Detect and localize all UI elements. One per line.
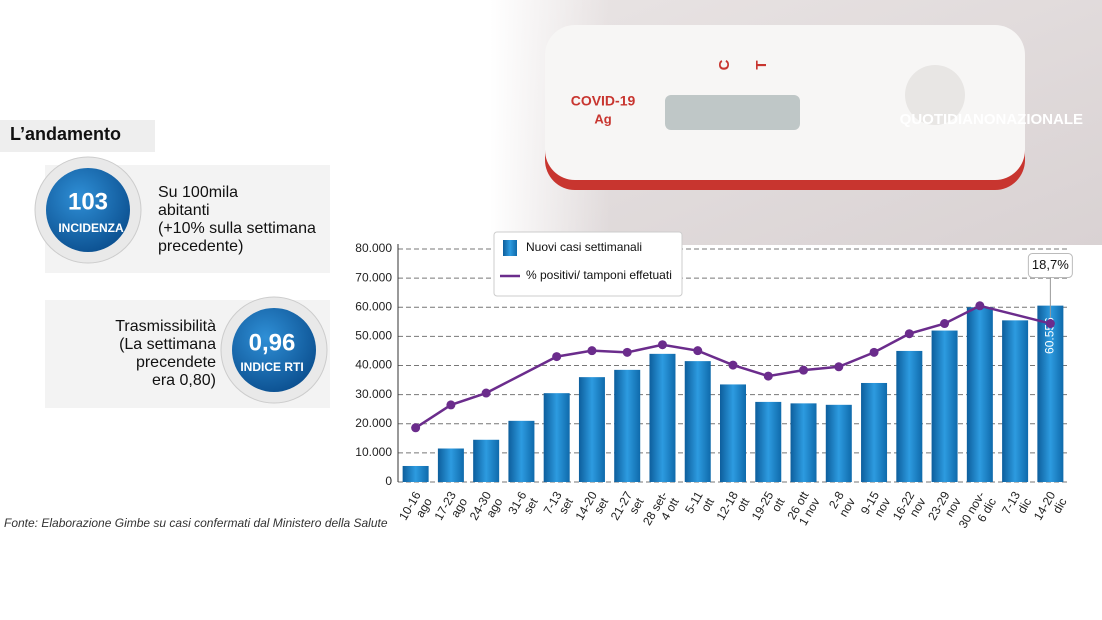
line-point xyxy=(657,340,667,350)
x-tick-label: 21-27set xyxy=(608,489,647,530)
bar xyxy=(614,369,641,482)
x-tick-label: 30 nov-6 dic xyxy=(956,489,999,537)
bar xyxy=(931,330,958,482)
incidence-text: precedente) xyxy=(158,238,243,255)
x-tick-label: 12-18ott xyxy=(714,489,753,530)
incidence-text: abitanti xyxy=(158,202,210,219)
legend-label: % positivi/ tamponi effetuati xyxy=(526,268,672,282)
line-point xyxy=(975,301,985,311)
rt-text: precendete xyxy=(136,354,216,371)
x-tick-label: 14-20dic xyxy=(1031,489,1070,529)
x-tick-label: 5-11ott xyxy=(682,489,717,523)
x-tick-label: 10-16ago xyxy=(396,489,435,529)
line-point xyxy=(587,346,597,356)
y-tick-label: 80.000 xyxy=(355,241,392,255)
x-tick-label: 14-20set xyxy=(573,489,612,530)
bar xyxy=(437,448,464,482)
incidence-text: Su 100mila xyxy=(158,184,238,201)
bar xyxy=(684,361,711,482)
x-tick-label: 7-13set xyxy=(541,489,577,524)
title-box xyxy=(0,120,155,152)
bar xyxy=(755,401,782,482)
rt-text: (La settimana xyxy=(119,336,216,353)
y-tick-label: 70.000 xyxy=(355,270,392,284)
line-point xyxy=(446,400,456,410)
bar xyxy=(402,465,429,482)
bar xyxy=(473,439,500,482)
test-c: C xyxy=(716,59,733,70)
line-point xyxy=(411,423,421,433)
incidence-text: (+10% sulla settimana xyxy=(158,220,316,237)
rt-disc xyxy=(232,308,316,392)
bar xyxy=(966,307,993,482)
test-label: COVID-19 xyxy=(571,93,636,109)
bar xyxy=(861,382,888,482)
rt-text: Trasmissibilità xyxy=(115,318,216,335)
y-tick-label: 0 xyxy=(385,474,392,488)
x-tick-label: 17-23ago xyxy=(432,489,471,529)
line-point xyxy=(904,329,914,339)
line-value-label: 18,7% xyxy=(1032,257,1069,272)
bar xyxy=(790,403,817,482)
incidence-value: 103 xyxy=(68,188,108,215)
bar xyxy=(543,393,570,482)
y-tick-label: 20.000 xyxy=(355,416,392,430)
x-tick-label: 2-8nov xyxy=(825,489,858,520)
line-point xyxy=(552,352,562,362)
x-tick-line: dic xyxy=(1050,496,1070,516)
test-t: T xyxy=(753,60,770,69)
bar xyxy=(720,384,746,482)
x-tick-label: 28 set-4 ott xyxy=(640,489,682,535)
x-tick-label: 26 ott1 nov xyxy=(785,489,824,529)
bar xyxy=(508,420,535,482)
rt-text: era 0,80) xyxy=(152,372,216,389)
line-point xyxy=(622,347,632,357)
x-tick-label: 19-25ott xyxy=(749,489,788,530)
x-tick-label: 31-6set xyxy=(505,489,541,524)
rt-value: 0,96 xyxy=(249,329,296,356)
legend-swatch xyxy=(503,240,517,256)
bar xyxy=(825,404,852,482)
line-point xyxy=(693,346,703,356)
x-tick-line: dic xyxy=(1015,496,1035,516)
y-tick-label: 40.000 xyxy=(355,358,392,372)
brand: QUOTIDIANONAZIONALE xyxy=(900,111,1083,128)
y-tick-label: 60.000 xyxy=(355,299,392,313)
bar xyxy=(578,377,605,482)
line-point xyxy=(834,362,844,372)
test-well xyxy=(905,65,965,125)
incidence-label: INCIDENZA xyxy=(58,221,124,235)
line-point xyxy=(728,360,738,370)
line-point xyxy=(481,388,491,398)
line-point xyxy=(869,347,879,357)
test-window xyxy=(665,95,800,130)
rt-label: INDICE RTI xyxy=(240,360,303,374)
bar xyxy=(1037,305,1064,482)
x-tick-label: 16-22nov xyxy=(890,489,929,529)
legend xyxy=(493,231,683,297)
bar xyxy=(896,350,923,482)
source: Fonte: Elaborazione Gimbe su casi confer… xyxy=(4,516,388,530)
y-tick-label: 50.000 xyxy=(355,329,392,343)
line-point xyxy=(799,365,809,375)
line-point xyxy=(763,371,773,381)
x-tick-label: 9-15nov xyxy=(858,489,894,524)
y-tick-label: 30.000 xyxy=(355,387,392,401)
y-tick-label: 10.000 xyxy=(355,445,392,459)
test-sub: Ag xyxy=(594,111,611,126)
incidence-disc xyxy=(46,168,130,252)
bar xyxy=(649,353,676,482)
x-tick-label: 24-30ago xyxy=(467,489,506,529)
x-tick-label: 7-13dic xyxy=(999,489,1035,524)
line-point xyxy=(940,319,950,329)
bar xyxy=(1002,320,1029,482)
title: L’andamento xyxy=(10,124,121,144)
line-point xyxy=(1045,319,1055,329)
legend-label: Nuovi casi settimanali xyxy=(526,240,642,254)
